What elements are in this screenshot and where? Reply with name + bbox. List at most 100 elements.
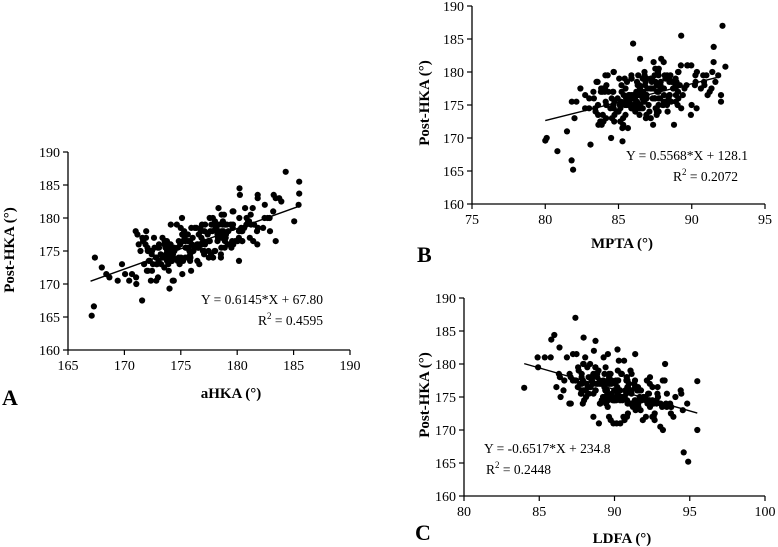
x-tick-label: 170 — [114, 359, 135, 374]
data-point — [602, 72, 608, 78]
data-point — [223, 235, 229, 241]
y-axis-title: Post-HKA (°) — [417, 60, 433, 146]
data-point — [616, 76, 622, 82]
data-point — [136, 241, 142, 247]
data-point — [694, 378, 700, 384]
panel-a: A aHKA (°) Post-HKA (°) Y = 0.6145*X + 6… — [2, 146, 361, 410]
y-axis-title: Post-HKA (°) — [2, 207, 18, 293]
data-point — [718, 99, 724, 105]
data-point — [571, 115, 577, 121]
data-point — [115, 278, 121, 284]
data-point — [236, 185, 242, 191]
data-point — [671, 122, 677, 128]
panel-letter-b: B — [417, 242, 432, 267]
x-tick-label: 175 — [170, 359, 191, 374]
data-point — [573, 351, 579, 357]
y-axis-title: Post-HKA (°) — [417, 352, 433, 438]
data-point — [678, 62, 684, 68]
data-point — [218, 255, 224, 261]
data-point — [575, 364, 581, 370]
data-point — [668, 410, 674, 416]
data-point — [595, 368, 601, 374]
regression-line — [545, 76, 721, 120]
data-point — [207, 215, 213, 221]
data-point — [684, 401, 690, 407]
data-point — [662, 72, 668, 78]
y-tick-label: 175 — [39, 245, 60, 260]
data-point — [675, 95, 681, 101]
data-point — [684, 62, 690, 68]
data-point — [254, 241, 260, 247]
x-tick-label: 95 — [758, 213, 772, 228]
data-point — [230, 208, 236, 214]
y-tick-label: 190 — [443, 0, 464, 15]
data-point — [230, 222, 236, 228]
data-point — [548, 337, 554, 343]
data-point — [627, 368, 633, 374]
data-point — [179, 215, 185, 221]
data-point — [591, 348, 597, 354]
data-point — [291, 218, 297, 224]
data-point — [592, 338, 598, 344]
y-tick-label: 185 — [39, 179, 60, 194]
y-tick-label: 190 — [435, 292, 456, 307]
panel-c: C LDFA (°) Post-HKA (°) Y = -0.6517*X + … — [415, 292, 776, 547]
data-point — [222, 222, 228, 228]
data-point — [248, 212, 254, 218]
data-point — [719, 23, 725, 29]
data-point — [647, 381, 653, 387]
data-point — [236, 215, 242, 221]
data-point — [188, 268, 194, 274]
data-point — [692, 72, 698, 78]
data-point — [593, 387, 599, 393]
data-point — [590, 89, 596, 95]
y-tick-label: 160 — [443, 198, 464, 213]
data-point — [133, 228, 139, 234]
data-point — [133, 281, 139, 287]
data-point — [580, 401, 586, 407]
data-point — [662, 361, 668, 367]
x-axis-title: LDFA (°) — [593, 531, 652, 547]
data-point — [675, 102, 681, 108]
data-point — [615, 377, 621, 383]
x-tick-label: 90 — [685, 213, 699, 228]
data-point — [685, 459, 691, 465]
data-point — [564, 354, 570, 360]
data-point — [582, 354, 588, 360]
data-point — [645, 391, 651, 397]
data-point — [662, 377, 668, 383]
data-point — [91, 303, 97, 309]
x-tick-label: 190 — [340, 359, 361, 374]
data-point — [168, 222, 174, 228]
data-point — [133, 274, 139, 280]
data-point — [650, 122, 656, 128]
y-tick-label: 180 — [443, 66, 464, 81]
data-point — [634, 99, 640, 105]
data-point — [276, 195, 282, 201]
data-point — [634, 89, 640, 95]
data-point — [180, 238, 186, 244]
data-point — [210, 255, 216, 261]
x-tick-label: 75 — [465, 213, 479, 228]
data-point — [605, 351, 611, 357]
data-point — [621, 394, 627, 400]
data-point — [664, 391, 670, 397]
data-point — [201, 251, 207, 257]
data-point — [641, 99, 647, 105]
data-point — [672, 394, 678, 400]
data-point — [544, 135, 550, 141]
data-point — [521, 385, 527, 391]
data-point — [709, 69, 715, 75]
data-point — [600, 112, 606, 118]
data-point — [606, 381, 612, 387]
data-point — [219, 212, 225, 218]
data-point — [580, 361, 586, 367]
data-point — [604, 391, 610, 397]
x-tick-label: 85 — [612, 213, 626, 228]
data-point — [535, 354, 541, 360]
data-point — [610, 89, 616, 95]
data-point — [164, 241, 170, 247]
x-tick-label: 90 — [608, 505, 622, 520]
data-point — [606, 374, 612, 380]
data-point — [599, 118, 605, 124]
